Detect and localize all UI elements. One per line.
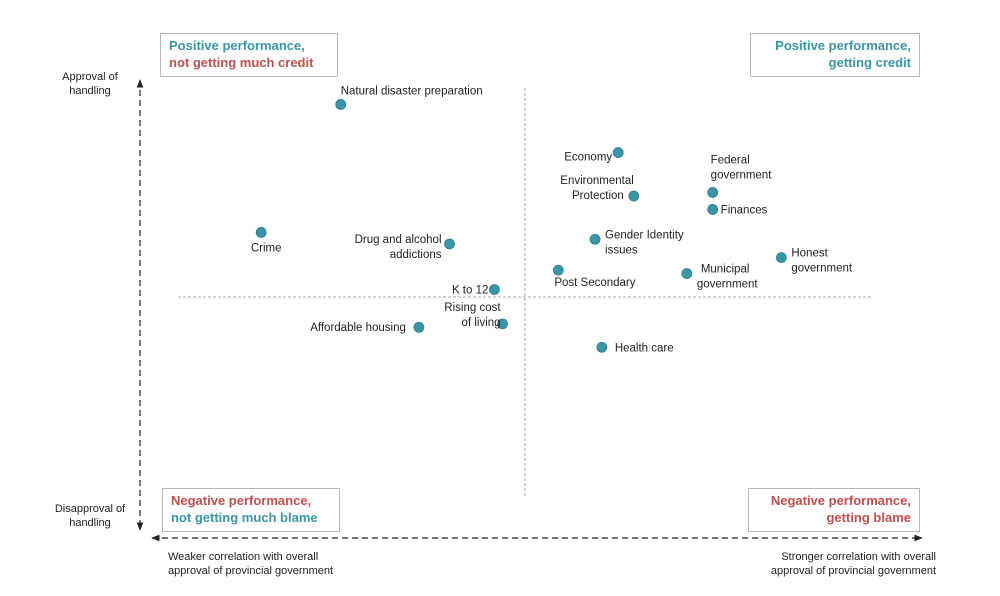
quadrant-bottom-right: Negative performance, getting blame [748, 488, 920, 532]
point-gender-identity-issues [589, 233, 601, 245]
point-environmental-protection [628, 190, 640, 202]
quadrant-top-right: Positive performance, getting credit [750, 33, 920, 77]
points-layer [255, 99, 787, 353]
point-label-post-secondary: Post Secondary [554, 277, 635, 289]
y-axis-top-label: Approval of handling [62, 71, 118, 97]
point-label-rising-cost-of-living: Rising cost of living [444, 302, 501, 329]
point-affordable-housing [413, 321, 425, 333]
quadrant-bottom-left: Negative performance, not getting much b… [162, 488, 340, 532]
quadrant-bottom-left-line2: not getting much blame [171, 510, 318, 525]
point-economy [612, 147, 624, 158]
quadrant-bottom-left-line1: Negative performance, [171, 493, 312, 508]
point-drug-and-alcohol-addictions [444, 238, 455, 250]
point-municipal-government [681, 268, 693, 279]
point-post-secondary [552, 264, 564, 276]
point-federal-government [707, 187, 719, 198]
point-label-k-to-12: K to 12 [452, 285, 488, 297]
quadrant-top-left-line1: Positive performance, [169, 38, 305, 53]
quadrant-top-left: Positive performance, not getting much c… [160, 33, 338, 77]
point-label-natural-disaster-preparation: Natural disaster preparation [341, 85, 483, 97]
point-label-affordable-housing: Affordable housing [310, 322, 406, 334]
quadrant-top-left-line2: not getting much credit [169, 55, 314, 70]
point-label-honest-government: Honest government [791, 248, 853, 275]
point-label-environmental-protection: Environmental Protection [560, 175, 634, 202]
point-label-gender-identity-issues: Gender Identity issues [605, 229, 684, 256]
point-label-federal-government: Federal government [711, 154, 773, 181]
y-axis-bottom-label: Disapproval of handling [54, 503, 126, 529]
quadrant-bottom-right-line1: Negative performance, [770, 493, 911, 508]
axes-layer [136, 79, 923, 542]
quadrant-top-right-line1: Positive performance, [775, 38, 911, 53]
point-honest-government [775, 252, 787, 263]
quadrant-top-right-line2: getting credit [828, 55, 911, 70]
point-rising-cost-of-living [497, 318, 508, 330]
point-finances [707, 204, 719, 215]
point-label-health-care: Health care [615, 342, 674, 354]
quadrant-bottom-right-line2: getting blame [826, 510, 911, 525]
point-k-to-12 [488, 284, 500, 295]
x-axis-right-label: Stronger correlation with overall approv… [770, 551, 936, 577]
point-label-economy: Economy [564, 152, 612, 164]
point-label-drug-and-alcohol-addictions: Drug and alcohol addictions [355, 234, 442, 261]
x-axis-left-label: Weaker correlation with overall approval… [168, 551, 334, 577]
point-label-finances: Finances [721, 204, 768, 216]
point-natural-disaster-preparation [335, 99, 347, 110]
point-crime [255, 227, 267, 238]
point-label-municipal-government: Municipal government [697, 264, 759, 291]
labels-layer: Natural disaster preparation Economy Feder… [251, 85, 853, 354]
point-health-care [596, 341, 608, 353]
point-label-crime: Crime [251, 242, 282, 254]
